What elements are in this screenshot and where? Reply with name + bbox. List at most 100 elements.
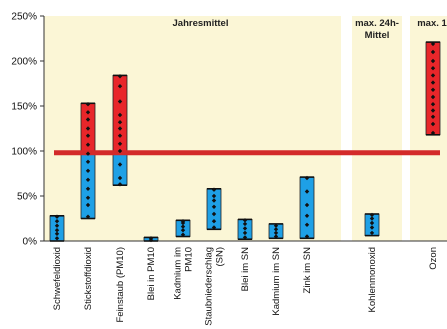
panel-background xyxy=(352,16,402,241)
category-label: Kohlenmonoxid xyxy=(367,247,378,313)
data-point xyxy=(430,73,436,78)
y-tick-label: 250% xyxy=(11,12,37,23)
data-point xyxy=(85,195,91,200)
data-point xyxy=(304,175,310,181)
data-point xyxy=(85,186,91,191)
data-point xyxy=(430,87,436,92)
panel-title: max. 24h- xyxy=(355,18,399,29)
data-point xyxy=(180,228,186,233)
data-point xyxy=(85,168,91,173)
data-point xyxy=(54,214,60,219)
data-point xyxy=(304,202,310,208)
y-tick-label: 0% xyxy=(23,237,38,248)
data-point xyxy=(304,222,310,227)
data-point xyxy=(117,175,123,181)
category-label: (SN) xyxy=(215,247,226,267)
category-label: PM10 xyxy=(184,247,195,272)
range-bar-below xyxy=(112,152,128,186)
data-point xyxy=(211,187,217,192)
points-layer xyxy=(54,41,436,243)
data-point xyxy=(430,114,436,119)
category-label: Feinstaub (PM10) xyxy=(115,247,126,323)
y-tick-label: 100% xyxy=(11,147,37,158)
data-point xyxy=(117,148,123,154)
data-point xyxy=(117,182,123,187)
data-point xyxy=(117,84,123,89)
data-point xyxy=(273,223,279,228)
panel-title: Jahresmittel xyxy=(173,18,229,29)
data-point xyxy=(211,225,217,230)
data-point xyxy=(180,219,186,224)
panel-title: max. 1h- xyxy=(417,18,447,29)
data-point xyxy=(369,216,375,221)
data-point xyxy=(430,49,436,55)
category-label: Blei im SN xyxy=(240,247,251,291)
data-point xyxy=(85,133,91,138)
category-label: Zink im SN xyxy=(302,247,313,294)
data-point xyxy=(242,226,248,231)
data-point xyxy=(180,224,186,229)
data-point xyxy=(242,235,248,240)
data-point xyxy=(242,218,248,223)
data-point xyxy=(85,177,91,182)
data-point xyxy=(54,228,60,233)
data-point xyxy=(211,193,217,199)
data-point xyxy=(211,204,217,209)
data-point xyxy=(54,223,60,228)
data-point xyxy=(304,213,310,218)
data-point xyxy=(211,219,217,224)
data-point xyxy=(117,141,123,146)
data-point xyxy=(117,120,123,125)
category-label: Schwefeldioxid xyxy=(52,247,63,310)
data-point xyxy=(148,236,154,241)
data-point xyxy=(430,80,436,85)
bars-layer xyxy=(49,41,441,242)
data-point xyxy=(242,230,248,236)
data-point xyxy=(117,126,123,131)
data-point xyxy=(117,74,123,79)
data-point xyxy=(85,202,91,208)
data-point xyxy=(369,230,375,236)
data-point xyxy=(304,234,310,239)
data-point xyxy=(180,232,186,237)
category-label: Kadmium im SN xyxy=(271,247,282,316)
data-point xyxy=(85,117,91,122)
data-point xyxy=(242,221,248,227)
data-point xyxy=(430,41,436,47)
data-point xyxy=(211,198,217,203)
data-point xyxy=(117,162,123,167)
data-point xyxy=(430,66,436,71)
data-point xyxy=(369,225,375,230)
data-point xyxy=(117,133,123,138)
panel-title: Mittel xyxy=(365,30,390,41)
category-labels: Schwefeldioxid Stickstoffdioxid Feinstaub … xyxy=(52,247,439,326)
data-point xyxy=(117,112,123,118)
range-bar-below xyxy=(299,176,315,239)
data-point xyxy=(85,214,91,219)
data-point xyxy=(85,102,91,107)
data-point xyxy=(273,230,279,236)
data-point xyxy=(430,108,436,113)
data-point xyxy=(273,227,279,232)
category-label: Kadmium im xyxy=(173,247,184,300)
y-axis: 0% 50% 100% 150% 200% 250% xyxy=(11,12,447,248)
data-point xyxy=(117,99,123,104)
panels-layer: Jahresmittel max. 24h-Mittel max. 1h- xyxy=(44,16,447,241)
data-point xyxy=(273,234,279,239)
category-label: Staubniederschlag xyxy=(204,247,215,326)
data-point xyxy=(54,219,60,224)
data-point xyxy=(430,94,436,100)
data-point xyxy=(85,142,91,147)
data-point xyxy=(430,130,436,136)
data-point xyxy=(85,110,91,115)
data-point xyxy=(430,121,436,127)
data-point xyxy=(85,159,91,164)
y-tick-label: 200% xyxy=(11,57,37,68)
data-point xyxy=(430,58,436,64)
y-tick-label: 150% xyxy=(11,102,37,113)
data-point xyxy=(211,211,217,217)
category-label: Stickstoffdioxid xyxy=(83,247,94,310)
data-point xyxy=(54,236,60,241)
data-point xyxy=(369,212,375,218)
